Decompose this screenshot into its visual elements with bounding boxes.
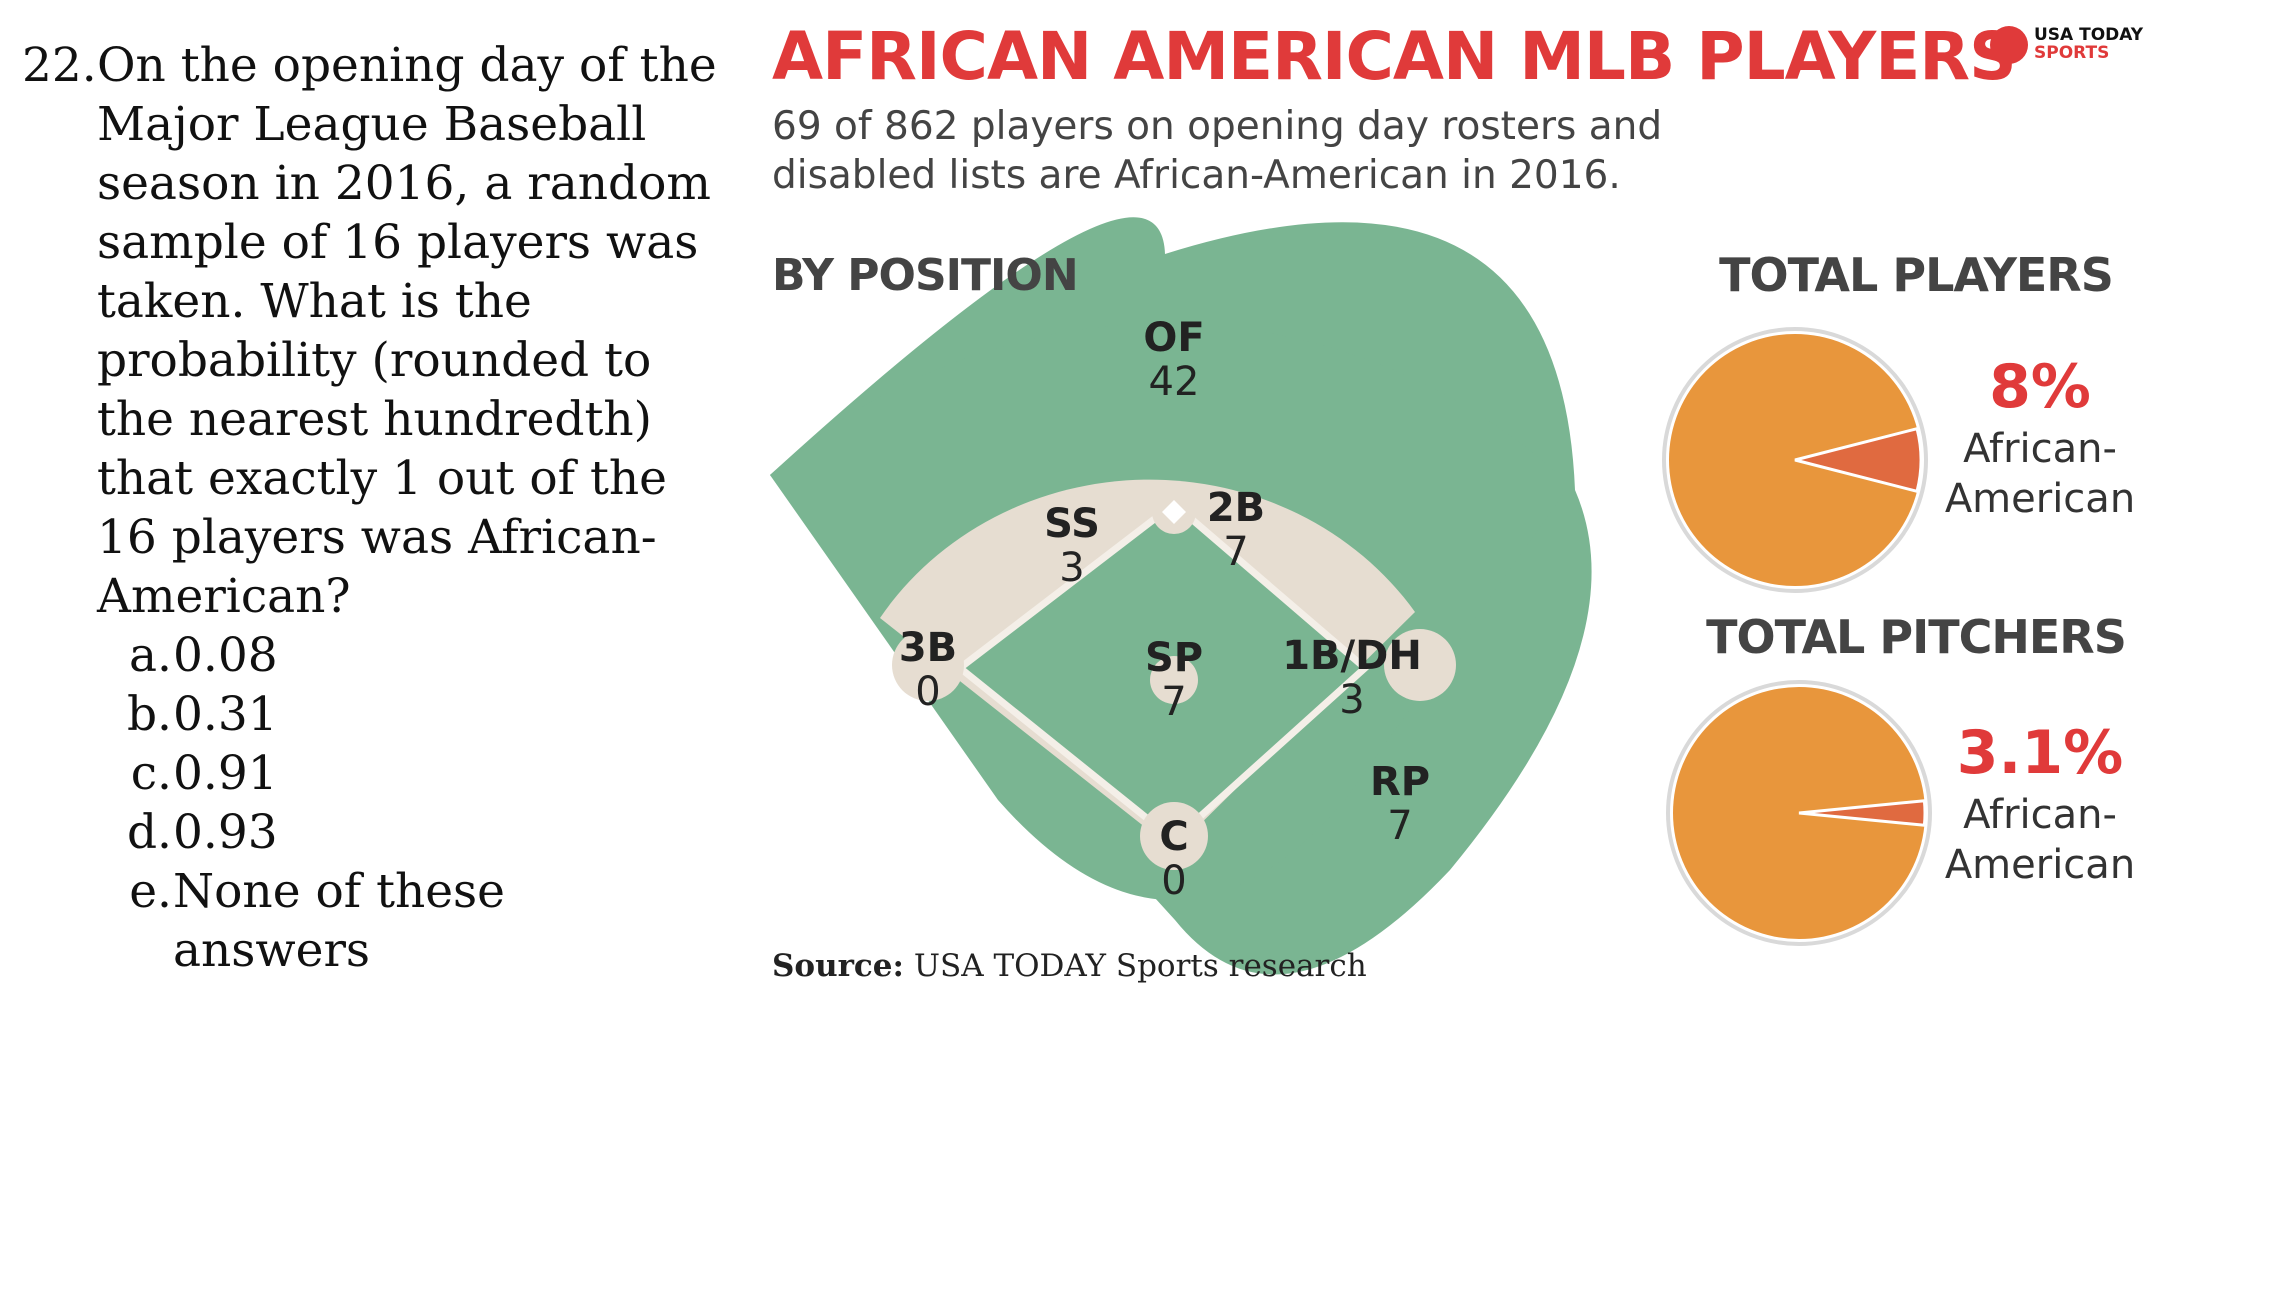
- answer-letter: b.: [126, 687, 172, 742]
- source-label: Source:: [772, 948, 904, 984]
- answer-option-d[interactable]: d. 0.93: [22, 803, 722, 862]
- position-3b-label: 3B: [898, 625, 958, 671]
- total-players-title: TOTAL PLAYERS: [1719, 248, 2114, 302]
- usa-today-sports-logo: USA TODAY SPORTS: [1990, 24, 2144, 68]
- total-players-percent: 8%: [1989, 352, 2091, 422]
- question-text: On the opening day of the Major League B…: [97, 38, 717, 624]
- answer-letter: e.: [129, 864, 172, 919]
- position-rp-value: 7: [1387, 803, 1413, 849]
- source-line: Source: USA TODAY Sports research: [772, 948, 1367, 984]
- infographic-subtitle: 69 of 862 players on opening day rosters…: [772, 104, 1663, 198]
- answer-option-e[interactable]: e. None of these answers: [22, 862, 613, 980]
- position-sp-label: SP: [1144, 635, 1204, 681]
- position-of-label: OF: [1143, 315, 1205, 361]
- answer-text: 0.31: [173, 687, 278, 742]
- answer-text: 0.91: [173, 746, 278, 801]
- home-plate-dirt: [1140, 802, 1208, 870]
- question-block: 22. On the opening day of the Major Leag…: [22, 36, 722, 980]
- answer-option-c[interactable]: c. 0.91: [22, 744, 722, 803]
- answer-option-b[interactable]: b. 0.31: [22, 685, 722, 744]
- answer-letter: d.: [126, 805, 172, 860]
- position-ss-label: SS: [1044, 501, 1100, 547]
- answer-text: 0.93: [173, 805, 278, 860]
- position-3b-value: 0: [915, 669, 941, 715]
- answer-letter: c.: [130, 746, 172, 801]
- total-pitchers-pie: [1666, 680, 1932, 946]
- position-2b-value: 7: [1223, 529, 1249, 575]
- position-ss-value: 3: [1059, 545, 1085, 591]
- total-pitchers-caption: African-American: [1944, 792, 2136, 888]
- answer-list: a. 0.08 b. 0.31 c. 0.91 d. 0.93 e. None …: [22, 626, 722, 980]
- pie-slice-african-american: [1794, 426, 1923, 494]
- brand-line1: USA TODAY: [2034, 25, 2144, 45]
- pie-slice-african-american: [1798, 799, 1927, 827]
- question-number: 22.: [22, 38, 97, 93]
- source-text: USA TODAY Sports research: [913, 948, 1367, 984]
- question-row: 22. On the opening day of the Major Leag…: [22, 36, 722, 626]
- by-position-title: BY POSITION: [772, 250, 1079, 301]
- position-of-value: 42: [1148, 359, 1200, 405]
- position-c-value: 0: [1161, 858, 1187, 904]
- brand-line2: SPORTS: [2034, 43, 2110, 63]
- baseball-field-graphic: [770, 217, 1592, 975]
- position-1b-dh-value: 3: [1339, 677, 1365, 723]
- position-1b-dh-label: 1B/DH: [1282, 633, 1422, 679]
- total-pitchers-percent: 3.1%: [1956, 718, 2124, 788]
- answer-text: None of these answers: [173, 864, 505, 978]
- third-base-dirt: [892, 629, 964, 701]
- answer-text: 0.08: [173, 628, 278, 683]
- pitchers-mound: [1150, 656, 1198, 704]
- position-2b-label: 2B: [1206, 485, 1266, 531]
- position-c-label: C: [1159, 814, 1189, 860]
- infographic-title: AFRICAN AMERICAN MLB PLAYERS: [772, 18, 2017, 95]
- position-rp-label: RP: [1369, 759, 1431, 805]
- total-pitchers-title: TOTAL PITCHERS: [1706, 610, 2127, 664]
- infographic: AFRICAN AMERICAN MLB PLAYERS USA TODAY S…: [760, 0, 2269, 1000]
- position-sp-value: 7: [1161, 679, 1187, 725]
- brand-dot-icon: [1990, 26, 2028, 64]
- total-players-pie: [1662, 327, 1928, 593]
- first-base-dirt: [1384, 629, 1456, 701]
- total-players-caption: African-American: [1944, 426, 2136, 522]
- answer-letter: a.: [129, 628, 172, 683]
- answer-option-a[interactable]: a. 0.08: [22, 626, 722, 685]
- second-base: [1162, 500, 1186, 524]
